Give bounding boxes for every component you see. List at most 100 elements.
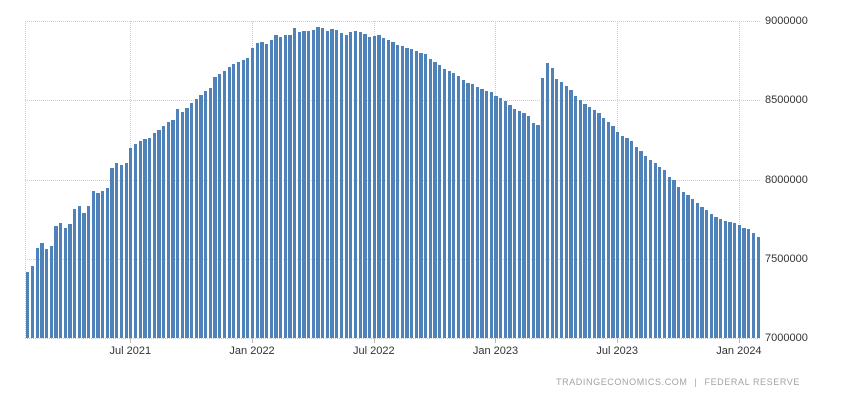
bar[interactable] (194, 98, 198, 338)
bar[interactable] (157, 130, 161, 338)
bar[interactable] (700, 207, 704, 338)
bar[interactable] (405, 47, 409, 338)
bar[interactable] (73, 209, 77, 338)
bar[interactable] (250, 47, 255, 338)
bar[interactable] (363, 33, 367, 338)
bar[interactable] (246, 58, 250, 338)
bar[interactable] (91, 190, 95, 338)
bar[interactable] (190, 103, 194, 338)
bar[interactable] (241, 59, 245, 338)
bar[interactable] (653, 163, 657, 338)
bar[interactable] (489, 92, 493, 338)
bar[interactable] (452, 73, 456, 338)
bar[interactable] (410, 48, 414, 338)
bar[interactable] (213, 76, 217, 338)
bar[interactable] (199, 95, 203, 338)
bar[interactable] (236, 62, 241, 338)
bar[interactable] (353, 31, 358, 338)
bar[interactable] (143, 138, 147, 338)
bar[interactable] (222, 71, 227, 338)
bar[interactable] (171, 120, 175, 338)
bar[interactable] (578, 99, 582, 338)
bar[interactable] (536, 125, 540, 338)
bar[interactable] (208, 88, 213, 338)
bar[interactable] (381, 38, 386, 338)
bar[interactable] (325, 30, 330, 338)
bar[interactable] (442, 68, 447, 338)
bar[interactable] (101, 190, 105, 338)
bar[interactable] (461, 79, 465, 338)
bar[interactable] (133, 143, 138, 338)
bar[interactable] (733, 223, 737, 338)
bar[interactable] (630, 141, 634, 338)
bar[interactable] (283, 35, 287, 338)
bar[interactable] (620, 135, 625, 338)
bar[interactable] (424, 53, 428, 338)
bar[interactable] (386, 40, 390, 338)
bar[interactable] (438, 65, 442, 338)
bar[interactable] (180, 111, 184, 338)
bar[interactable] (138, 141, 142, 338)
bar[interactable] (756, 236, 760, 338)
bar[interactable] (49, 246, 53, 338)
bar[interactable] (559, 82, 564, 338)
bar[interactable] (705, 210, 709, 338)
bar[interactable] (30, 265, 35, 338)
bar[interactable] (484, 90, 489, 338)
bar[interactable] (124, 162, 128, 338)
bar[interactable] (503, 100, 507, 338)
bar[interactable] (531, 123, 536, 338)
bar[interactable] (367, 37, 372, 338)
bar[interactable] (737, 225, 742, 338)
bar[interactable] (747, 228, 751, 338)
bar[interactable] (709, 213, 713, 338)
bar[interactable] (316, 26, 320, 338)
bar[interactable] (260, 42, 264, 338)
bar[interactable] (293, 28, 297, 338)
bar[interactable] (433, 62, 437, 338)
bar[interactable] (311, 30, 316, 338)
bar[interactable] (447, 71, 451, 338)
bar[interactable] (719, 219, 723, 338)
bar[interactable] (470, 84, 475, 338)
bar[interactable] (583, 103, 587, 338)
bar[interactable] (499, 97, 503, 338)
bar[interactable] (147, 137, 152, 338)
bar[interactable] (644, 155, 648, 338)
bar[interactable] (218, 74, 222, 338)
bar[interactable] (279, 37, 283, 338)
bar[interactable] (686, 195, 690, 338)
bar[interactable] (358, 32, 362, 338)
bar[interactable] (372, 35, 376, 338)
bar[interactable] (185, 107, 189, 338)
bar[interactable] (517, 110, 522, 338)
bar[interactable] (634, 146, 639, 338)
bar[interactable] (625, 137, 629, 338)
bar[interactable] (681, 191, 685, 338)
bar[interactable] (166, 122, 170, 338)
bar[interactable] (690, 199, 695, 338)
bar[interactable] (611, 125, 615, 338)
bar[interactable] (587, 107, 592, 338)
bar[interactable] (129, 148, 133, 338)
bar[interactable] (639, 151, 643, 338)
bar[interactable] (63, 228, 67, 338)
bar[interactable] (555, 79, 559, 338)
bar[interactable] (616, 132, 620, 338)
bar[interactable] (414, 50, 419, 338)
bar[interactable] (321, 28, 325, 338)
bar[interactable] (176, 108, 180, 338)
bar[interactable] (667, 176, 671, 338)
bar[interactable] (527, 116, 531, 338)
bar[interactable] (728, 222, 732, 338)
bar[interactable] (96, 193, 100, 338)
bar[interactable] (44, 249, 49, 338)
bar[interactable] (475, 86, 479, 338)
bar[interactable] (302, 30, 306, 338)
bar[interactable] (40, 243, 44, 338)
bar[interactable] (87, 206, 91, 338)
bar[interactable] (541, 78, 545, 338)
bar[interactable] (658, 166, 662, 338)
bar[interactable] (82, 213, 86, 338)
bar[interactable] (344, 34, 348, 338)
